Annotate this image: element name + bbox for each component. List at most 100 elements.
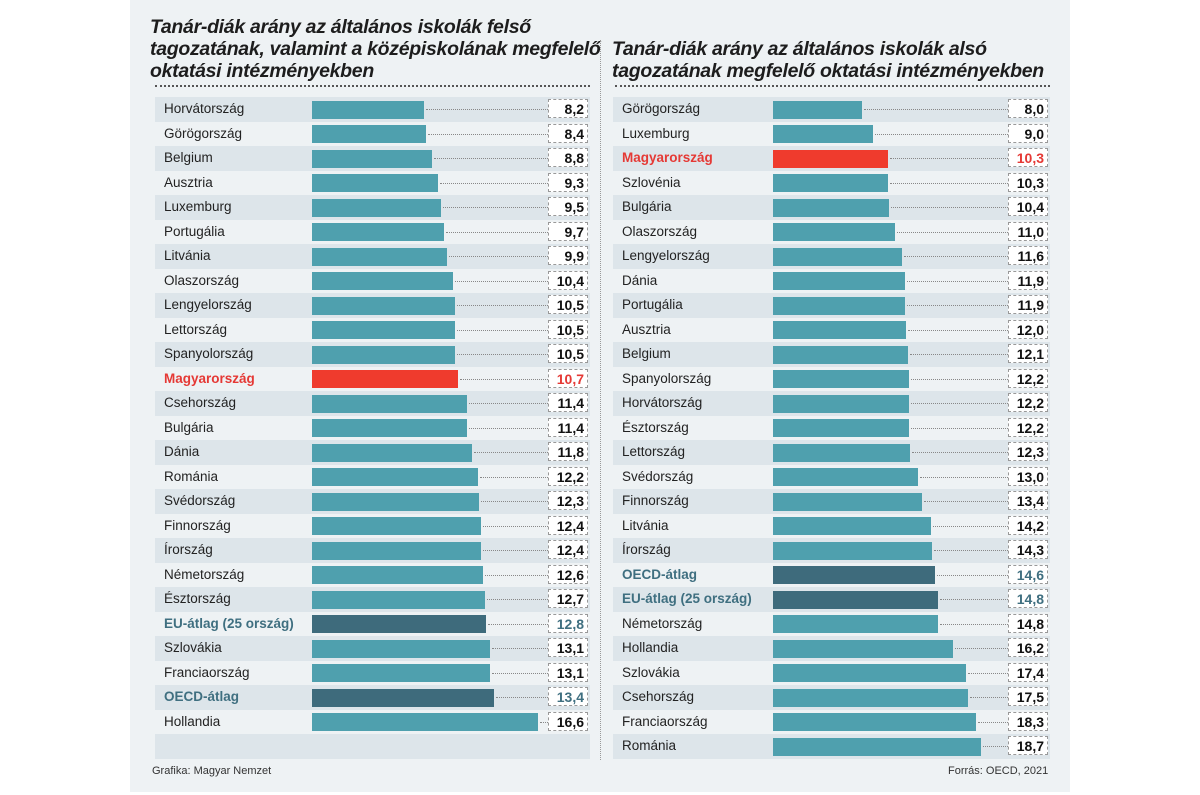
leader-line: [911, 452, 1008, 453]
source-text: Forrás: OECD, 2021: [948, 765, 1049, 777]
category-label: Litvánia: [164, 248, 211, 263]
leader-line: [939, 623, 1008, 625]
leader-line: [448, 256, 548, 257]
leader-line: [907, 280, 1008, 282]
leader-line: [924, 501, 1008, 502]
category-label: Olaszország: [622, 223, 698, 239]
category-label: Észtország: [164, 591, 231, 606]
chart-row: Lengyelország 10,5: [155, 293, 590, 318]
chart-row: Németország 14,8: [613, 612, 1050, 637]
chart-row: Ausztria 9,3: [155, 171, 590, 196]
leader-line: [455, 280, 548, 282]
bar: [312, 664, 491, 682]
leader-line: [456, 354, 548, 355]
leader-line: [474, 452, 548, 453]
chart-row: Észtország 12,2: [613, 416, 1050, 441]
bar: [773, 590, 938, 609]
bar: [312, 419, 468, 437]
leader-line: [910, 378, 1008, 380]
category-label: Belgium: [622, 346, 671, 361]
value-label: 9,9: [548, 246, 588, 265]
value-label: 12,3: [548, 491, 588, 510]
bar: [312, 345, 455, 364]
chart-row: Luxemburg 9,0: [613, 122, 1050, 147]
bar: [312, 370, 458, 388]
bar: [312, 272, 454, 290]
value-label: 14,3: [1008, 540, 1048, 559]
leader-line: [492, 672, 548, 674]
bar: [312, 541, 481, 560]
category-label: Finnország: [164, 517, 231, 533]
category-label: Franciaország: [622, 713, 708, 729]
chart-row: Szlovákia 13,1: [155, 636, 590, 661]
bar: [773, 223, 896, 241]
bar: [773, 100, 862, 119]
right-chart-title: Tanár-diák arány az általános iskolák al…: [612, 38, 1044, 82]
category-label: EU-átlag (25 ország): [164, 615, 294, 631]
chart-row: Olaszország 10,4: [155, 269, 590, 294]
leader-line: [445, 231, 548, 233]
bar: [312, 223, 444, 241]
value-label: 11,6: [1008, 246, 1048, 265]
value-label: 9,5: [548, 197, 588, 216]
leader-line: [433, 158, 548, 159]
leader-line: [875, 133, 1008, 135]
leader-line: [481, 501, 548, 502]
chart-row: Franciaország 13,1: [155, 661, 590, 686]
category-label: Lettország: [622, 444, 686, 459]
chart-row: Magyarország 10,3: [613, 146, 1050, 171]
bar: [312, 296, 455, 315]
value-label: 13,1: [548, 662, 588, 682]
chart-row: Hollandia 16,2: [613, 636, 1050, 661]
chart-row: Lettország 10,5: [155, 318, 590, 343]
value-label: 12,0: [1008, 319, 1048, 339]
value-label: 9,7: [548, 221, 588, 241]
chart-row: Belgium 8,8: [155, 146, 590, 171]
value-label: 11,4: [548, 393, 588, 412]
leader-line: [982, 746, 1008, 747]
bar: [312, 321, 455, 339]
chart-row: Bulgária 10,4: [613, 195, 1050, 220]
leader-line: [428, 133, 548, 135]
category-label: Románia: [164, 468, 219, 484]
bar: [773, 737, 981, 756]
leader-line: [978, 721, 1008, 723]
leader-line: [932, 525, 1008, 527]
chart-row: Ausztria 12,0: [613, 318, 1050, 343]
empty-row: [155, 734, 590, 759]
category-label: Portugália: [622, 297, 683, 312]
value-label: 10,3: [1008, 172, 1048, 192]
chart-row: Románia 12,2: [155, 465, 590, 490]
bar: [312, 125, 427, 143]
right-title-box: Tanár-diák arány az általános iskolák al…: [612, 0, 1064, 82]
chart-row: Hollandia 16,6: [155, 710, 590, 735]
value-label: 13,1: [548, 638, 588, 657]
bar: [773, 296, 906, 315]
chart-row: Németország 12,6: [155, 563, 590, 588]
chart-row: Luxemburg 9,5: [155, 195, 590, 220]
category-label: Hollandia: [164, 713, 221, 729]
bar: [773, 198, 889, 217]
category-label: Szlovénia: [622, 174, 681, 190]
chart-row: Svédország 12,3: [155, 489, 590, 514]
value-label: 10,5: [548, 344, 588, 363]
bar: [312, 468, 478, 486]
chart-row: Finnország 12,4: [155, 514, 590, 539]
category-label: Litvánia: [622, 517, 669, 533]
bar: [773, 272, 906, 290]
value-label: 14,6: [1008, 564, 1048, 584]
leader-line: [456, 329, 548, 331]
bar: [312, 688, 495, 707]
value-label: 14,8: [1008, 613, 1048, 633]
category-label: Olaszország: [164, 272, 240, 288]
leader-line: [479, 476, 548, 478]
leader-line: [910, 403, 1008, 404]
value-label: 12,3: [1008, 442, 1048, 461]
chart-row: Finnország 13,4: [613, 489, 1050, 514]
value-label: 17,4: [1008, 662, 1048, 682]
leader-line: [969, 697, 1008, 698]
value-label: 9,0: [1008, 123, 1048, 143]
value-label: 11,9: [1008, 270, 1048, 290]
bar: [773, 713, 977, 731]
chart-row: Dánia 11,9: [613, 269, 1050, 294]
